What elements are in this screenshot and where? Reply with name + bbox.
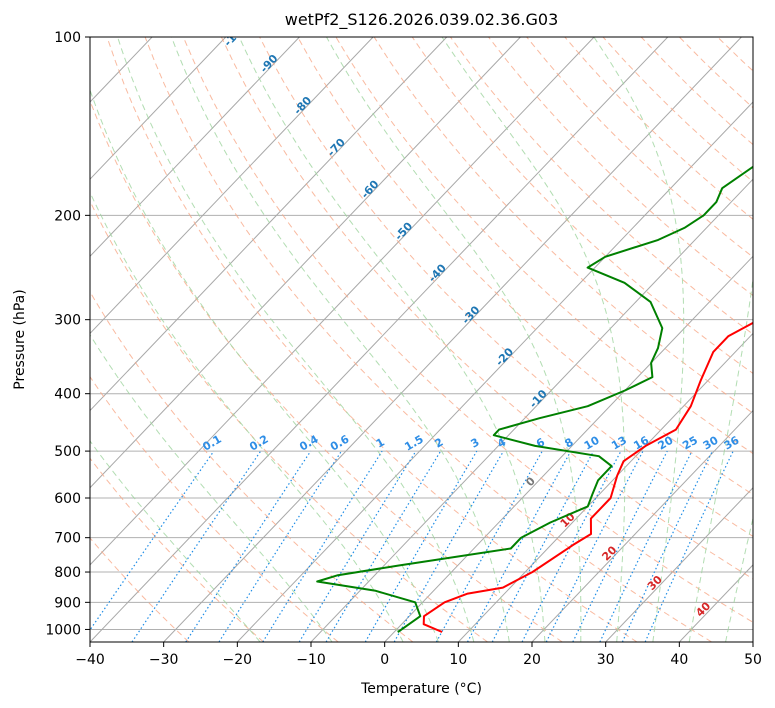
mixing-ratio-line — [218, 450, 343, 642]
y-tick-label: 700 — [54, 531, 81, 547]
y-tick-label: 1000 — [45, 622, 81, 638]
y-tick-label: 900 — [54, 595, 81, 611]
x-tick-label: −20 — [223, 652, 253, 668]
dry-adiabat — [144, 37, 712, 642]
moist-adiabat — [441, 37, 626, 642]
dry-adiabat — [488, 37, 753, 297]
moist-adiabat — [238, 37, 546, 642]
x-axis-ticks: −40 −30 −20 −10 0 10 20 30 40 50 — [75, 642, 762, 668]
isotherm-line — [90, 37, 595, 566]
dry-adiabat — [220, 37, 753, 580]
y-tick-label: 500 — [54, 444, 81, 460]
mixing-ratio-line — [466, 450, 572, 642]
moist-adiabat — [326, 37, 582, 642]
mixing-ratio-line — [90, 450, 215, 632]
isotherm-line — [90, 37, 227, 180]
moist-adiabat — [725, 516, 753, 642]
isotherm-line — [236, 101, 753, 642]
moist-adiabat — [90, 440, 261, 642]
dry-adiabats — [90, 37, 753, 642]
dry-adiabat — [182, 37, 753, 623]
dry-adiabat — [373, 37, 753, 414]
y-tick-label: 100 — [54, 30, 81, 46]
dry-adiabat — [90, 200, 488, 642]
chart-title: wetPf2_S126.2026.039.02.36.G03 — [285, 10, 559, 30]
isotherm-line — [90, 37, 374, 335]
x-tick-label: 20 — [523, 652, 541, 668]
moist-adiabat — [90, 88, 439, 642]
moist-adiabat — [171, 37, 510, 642]
dry-adiabat — [106, 37, 638, 642]
dry-adiabat — [90, 99, 563, 642]
x-tick-label: 0 — [380, 652, 389, 668]
temperature-profile-line — [422, 321, 753, 633]
moist-adiabats — [90, 37, 753, 642]
x-tick-label: 30 — [597, 652, 615, 668]
dewpoint-profile-line — [316, 165, 753, 633]
x-tick-label: −30 — [149, 652, 179, 668]
y-tick-label: 400 — [54, 387, 81, 403]
y-axis-label: Pressure (hPa) — [12, 289, 28, 389]
x-tick-label: 40 — [670, 652, 688, 668]
y-axis-ticks: 100 200 300 400 500 600 700 800 900 1000 — [45, 30, 90, 638]
mixing-ratio-line — [131, 450, 262, 642]
isotherm-line — [90, 37, 300, 258]
profiles — [316, 165, 753, 633]
y-tick-label: 300 — [54, 313, 81, 329]
isotherm-line — [605, 487, 753, 642]
isotherm-line — [384, 255, 753, 642]
x-tick-label: −40 — [75, 652, 105, 668]
moist-adiabat — [117, 37, 475, 642]
dry-adiabat — [297, 37, 753, 496]
isotherm-line — [90, 37, 669, 642]
moist-adiabat — [90, 333, 333, 642]
skewed-isotherms — [90, 37, 753, 642]
x-tick-label: 50 — [744, 652, 762, 668]
plot-frame — [89, 36, 754, 643]
dry-adiabat — [259, 37, 753, 537]
mixing-ratio-line — [435, 450, 543, 642]
dry-adiabat — [335, 37, 753, 455]
isotherm-line — [163, 37, 742, 642]
y-tick-label: 600 — [54, 491, 81, 507]
y-tick-label: 200 — [54, 208, 81, 224]
dry-adiabat — [90, 290, 414, 642]
isotherm-line — [531, 409, 753, 642]
x-tick-label: 10 — [449, 652, 467, 668]
dry-adiabat — [449, 37, 753, 335]
mixing-ratio-line — [185, 450, 312, 642]
mixing-ratio-line — [491, 450, 595, 642]
mixing-ratio-line — [545, 450, 644, 642]
dry-adiabat — [90, 457, 264, 642]
x-tick-label: −10 — [296, 652, 326, 668]
dry-adiabat — [411, 37, 753, 375]
isotherm-line — [90, 37, 448, 412]
moist-adiabat — [688, 37, 753, 642]
moist-adiabat — [593, 37, 685, 642]
isotherm-line — [457, 332, 753, 642]
mixing-ratio-line — [572, 450, 668, 642]
pressure-gridlines — [90, 37, 753, 630]
y-tick-label: 800 — [54, 565, 81, 581]
mixing-ratio-lines — [90, 450, 734, 642]
mixing-ratio-line — [298, 450, 417, 642]
x-axis-label: Temperature (°C) — [360, 681, 482, 697]
isotherm-line — [90, 37, 521, 489]
